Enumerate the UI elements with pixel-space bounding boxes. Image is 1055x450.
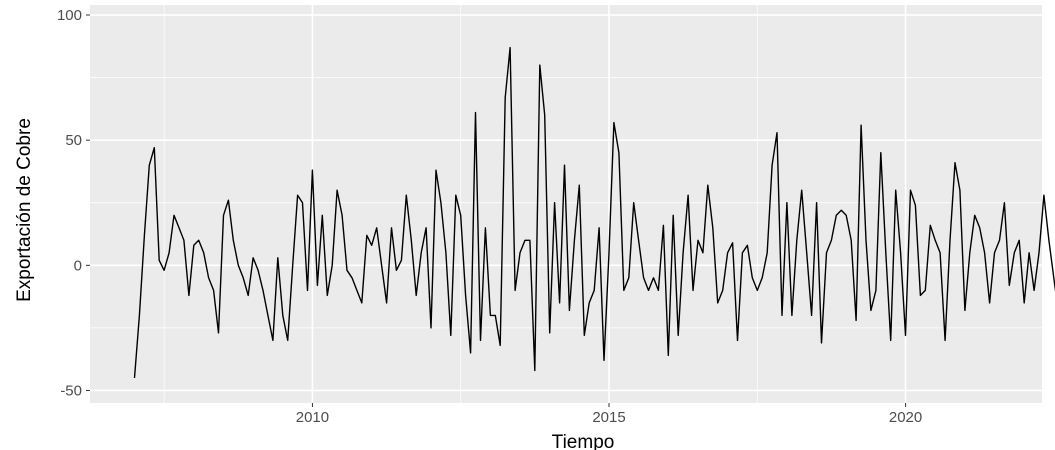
- y-tick-label: -50: [60, 382, 82, 399]
- y-axis-ticks: -50 0 50 100: [57, 7, 90, 399]
- x-axis-ticks: 2010 2015 2020: [296, 403, 922, 426]
- x-tick-label: 2015: [592, 409, 625, 426]
- y-axis-title: Exportación de Cobre: [14, 118, 35, 302]
- grid-major: [90, 5, 1042, 403]
- series-line: [133, 46, 1055, 379]
- x-axis-title: Tiempo: [552, 432, 615, 450]
- x-tick-label: 2010: [296, 409, 329, 426]
- y-tick-label: 100: [57, 7, 82, 24]
- y-tick-label: 0: [74, 257, 82, 274]
- y-tick-label: 50: [65, 132, 82, 149]
- x-tick-label: 2020: [889, 409, 922, 426]
